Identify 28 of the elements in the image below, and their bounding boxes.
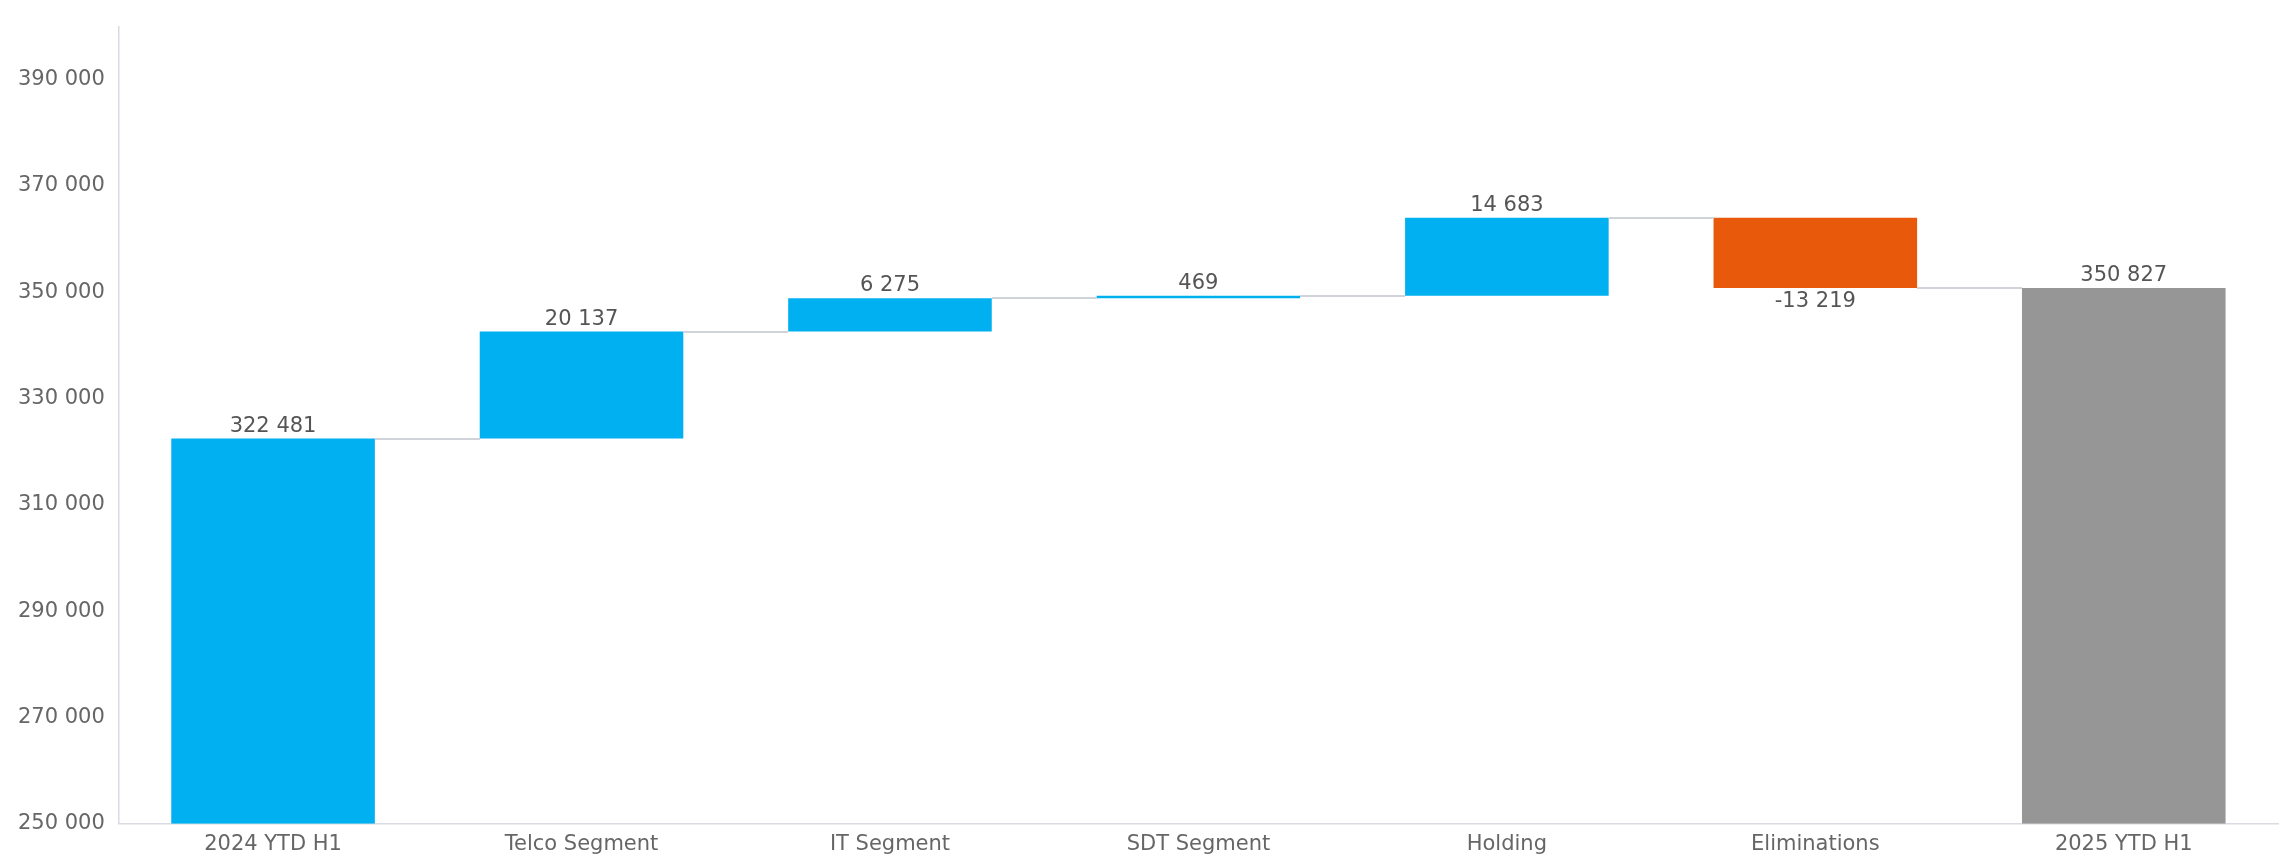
data-label: 350 827 [2080,261,2168,286]
bar [788,298,992,332]
y-tick-label: 390 000 [18,66,105,91]
bar [2021,287,2226,824]
data-label: 322 481 [229,412,317,437]
bar [1713,217,1918,288]
y-tick-label: 330 000 [18,385,105,410]
data-label: 20 137 [544,305,619,330]
y-tick-label: 310 000 [18,491,105,516]
bar [171,438,375,824]
x-tick-label: IT Segment [829,830,951,855]
x-tick-label: Holding [1466,830,1548,855]
data-label: 469 [1178,269,1219,294]
y-tick-label: 350 000 [18,278,105,303]
y-tick-label: 290 000 [18,597,105,622]
y-tick-label: 250 000 [18,810,105,835]
data-label: 14 683 [1470,191,1544,216]
x-tick-label: Eliminations [1751,830,1880,855]
x-tick-label: 2025 YTD H1 [2054,830,2193,855]
data-label: -13 219 [1774,287,1856,312]
bar [1405,217,1609,296]
y-tick-label: 370 000 [18,172,105,197]
y-tick-label: 270 000 [18,703,105,728]
x-tick-label: SDT Segment [1126,830,1271,855]
x-tick-label: Telco Segment [503,830,659,855]
x-tick-label: 2024 YTD H1 [204,830,342,855]
bar [479,331,684,439]
data-label: 6 275 [859,272,921,297]
